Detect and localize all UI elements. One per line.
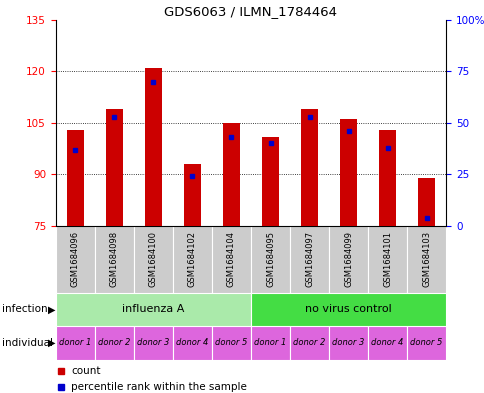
Bar xyxy=(261,136,279,226)
Text: GSM1684102: GSM1684102 xyxy=(187,231,197,287)
Text: GSM1684099: GSM1684099 xyxy=(343,231,352,287)
Bar xyxy=(417,178,435,226)
Bar xyxy=(66,130,84,226)
Text: influenza A: influenza A xyxy=(122,305,184,314)
Text: GSM1684101: GSM1684101 xyxy=(382,231,392,287)
Text: GSM1684103: GSM1684103 xyxy=(421,231,430,287)
Text: donor 4: donor 4 xyxy=(176,338,208,347)
Bar xyxy=(173,226,212,293)
Text: donor 1: donor 1 xyxy=(254,338,286,347)
Bar xyxy=(95,226,134,293)
Text: individual: individual xyxy=(2,338,53,348)
Text: donor 1: donor 1 xyxy=(59,338,91,347)
Bar xyxy=(56,293,251,326)
Text: GSM1684097: GSM1684097 xyxy=(304,231,314,287)
Bar xyxy=(289,226,329,293)
Bar xyxy=(367,326,407,360)
Bar xyxy=(367,226,407,293)
Text: infection: infection xyxy=(2,305,48,314)
Bar xyxy=(212,226,251,293)
Text: ▶: ▶ xyxy=(47,305,55,314)
Bar xyxy=(407,326,445,360)
Bar xyxy=(134,226,173,293)
Text: GSM1684096: GSM1684096 xyxy=(71,231,80,287)
Text: donor 2: donor 2 xyxy=(293,338,325,347)
Bar xyxy=(144,68,162,226)
Text: GSM1684100: GSM1684100 xyxy=(149,231,158,287)
Text: GSM1684104: GSM1684104 xyxy=(227,231,236,287)
Bar xyxy=(212,326,251,360)
Text: GSM1684098: GSM1684098 xyxy=(109,231,119,287)
Bar xyxy=(134,326,173,360)
Text: donor 4: donor 4 xyxy=(371,338,403,347)
Bar xyxy=(95,326,134,360)
Bar xyxy=(251,226,289,293)
Text: donor 3: donor 3 xyxy=(332,338,364,347)
Text: percentile rank within the sample: percentile rank within the sample xyxy=(71,382,246,392)
Bar xyxy=(56,326,95,360)
Text: donor 5: donor 5 xyxy=(215,338,247,347)
Bar xyxy=(289,326,329,360)
Bar xyxy=(339,119,357,226)
Bar xyxy=(378,130,395,226)
Bar xyxy=(300,109,318,226)
Text: GSM1684095: GSM1684095 xyxy=(265,231,274,287)
Bar xyxy=(173,326,212,360)
Bar xyxy=(222,123,240,226)
Bar xyxy=(328,326,367,360)
Text: no virus control: no virus control xyxy=(304,305,391,314)
Text: donor 5: donor 5 xyxy=(409,338,442,347)
Bar xyxy=(251,326,289,360)
Text: ▶: ▶ xyxy=(47,338,55,348)
Bar xyxy=(251,293,445,326)
Bar xyxy=(106,109,123,226)
Title: GDS6063 / ILMN_1784464: GDS6063 / ILMN_1784464 xyxy=(164,6,337,18)
Bar xyxy=(329,226,367,293)
Bar xyxy=(183,164,201,226)
Text: count: count xyxy=(71,366,100,376)
Text: donor 3: donor 3 xyxy=(137,338,169,347)
Text: donor 2: donor 2 xyxy=(98,338,130,347)
Bar xyxy=(56,226,95,293)
Bar xyxy=(407,226,445,293)
